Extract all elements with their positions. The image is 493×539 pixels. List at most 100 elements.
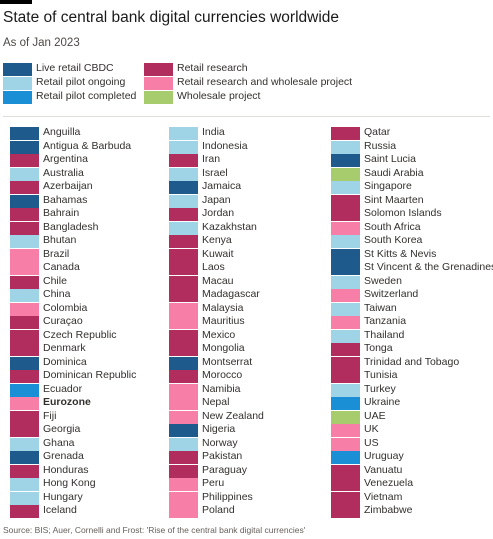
country-label: Ukraine [364, 396, 401, 408]
country-label: Czech Republic [43, 328, 117, 341]
country-row: Paraguay [169, 464, 329, 479]
status-swatch [10, 167, 39, 181]
country-row: Mauritius [169, 315, 329, 330]
country-label: Colombia [43, 301, 88, 314]
country-row: UK [331, 423, 491, 438]
country-row: Vietnam [331, 490, 491, 506]
country-label: Kuwait [202, 247, 234, 260]
country-row: Tonga [331, 342, 491, 357]
status-swatch [331, 464, 360, 478]
status-swatch [10, 275, 39, 289]
country-row: India [169, 126, 329, 141]
legend-label: Live retail CBDC [36, 62, 114, 74]
country-label: Ecuador [43, 382, 83, 395]
status-swatch [169, 437, 198, 451]
country-row: Kenya [169, 234, 329, 249]
country-label: Brazil [43, 247, 70, 260]
status-swatch [10, 181, 39, 194]
country-label: UK [364, 423, 379, 435]
status-swatch [331, 275, 360, 289]
legend-swatch [3, 91, 32, 104]
status-swatch [331, 127, 360, 140]
country-row: Argentina [10, 153, 170, 168]
country-label: Bahrain [43, 207, 80, 219]
country-label: Denmark [43, 342, 86, 354]
country-row: St Vincent & the Grenadines [331, 261, 493, 276]
legend: Live retail CBDC Retail pilot ongoing Re… [3, 62, 488, 105]
status-swatch [331, 221, 360, 235]
status-swatch [331, 410, 360, 424]
country-label: Vietnam [364, 490, 403, 503]
country-row: Colombia [10, 301, 170, 317]
country-row: Brazil [10, 247, 170, 263]
country-label: Venezuela [364, 477, 414, 489]
country-label: Kenya [202, 234, 232, 246]
status-swatch [331, 356, 360, 370]
country-row: Azerbaijan [10, 180, 170, 195]
status-swatch [10, 478, 39, 491]
country-row: Hungary [10, 491, 170, 506]
status-swatch [331, 262, 360, 275]
country-row: US [331, 437, 491, 452]
country-label: Japan [202, 193, 231, 206]
legend-swatch [144, 63, 173, 76]
country-label: Eurozone [43, 396, 91, 408]
status-swatch [10, 343, 39, 356]
status-swatch [169, 248, 198, 262]
country-label: Zimbabwe [364, 504, 413, 516]
status-swatch [169, 262, 198, 275]
status-swatch [331, 491, 360, 505]
status-swatch [331, 140, 360, 154]
country-label: Anguilla [43, 126, 81, 138]
legend-label: Retail research and wholesale project [177, 76, 353, 88]
status-swatch [10, 464, 39, 478]
country-row: Peru [169, 477, 329, 492]
status-swatch [331, 154, 360, 167]
country-label: Bangladesh [43, 220, 99, 233]
status-swatch [169, 505, 198, 518]
status-swatch [10, 451, 39, 464]
status-swatch [169, 208, 198, 221]
country-row: South Africa [331, 221, 491, 236]
country-row: Mongolia [169, 342, 329, 357]
country-label: Mauritius [202, 315, 245, 327]
status-swatch [331, 397, 360, 410]
country-label: Mexico [202, 328, 236, 341]
status-swatch [169, 221, 198, 235]
country-row: South Korea [331, 234, 491, 249]
country-label: Georgia [43, 423, 81, 435]
country-row: Honduras [10, 464, 170, 479]
country-row: Qatar [331, 126, 491, 141]
country-label: St Kitts & Nevis [364, 247, 437, 260]
country-row: Venezuela [331, 477, 491, 492]
country-label: Dominica [43, 355, 87, 368]
status-swatch [10, 316, 39, 329]
country-row: Macau [169, 275, 329, 290]
country-label: Tunisia [364, 369, 398, 381]
country-row: Dominica [10, 355, 170, 371]
country-row: Trinidad and Tobago [331, 356, 491, 371]
country-row: Switzerland [331, 288, 491, 303]
country-label: Jamaica [202, 180, 242, 192]
country-row: Indonesia [169, 140, 329, 155]
status-swatch [10, 302, 39, 316]
country-label: Curaçao [43, 315, 83, 327]
country-label: China [43, 288, 71, 300]
status-swatch [169, 329, 198, 343]
country-row: Georgia [10, 423, 170, 438]
status-swatch [169, 343, 198, 356]
country-label: Thailand [364, 328, 405, 341]
status-swatch [10, 424, 39, 437]
country-row: Chile [10, 275, 170, 290]
country-label: Singapore [364, 180, 412, 192]
country-label: Nepal [202, 396, 230, 408]
country-label: Australia [43, 166, 84, 179]
country-row: Iran [169, 153, 329, 168]
country-label: Poland [202, 504, 235, 516]
status-swatch [169, 235, 198, 248]
country-label: Pakistan [202, 450, 243, 462]
legend-swatch [3, 63, 32, 76]
status-swatch [331, 235, 360, 248]
country-row: Tunisia [331, 369, 491, 384]
country-row: Uruguay [331, 450, 491, 465]
